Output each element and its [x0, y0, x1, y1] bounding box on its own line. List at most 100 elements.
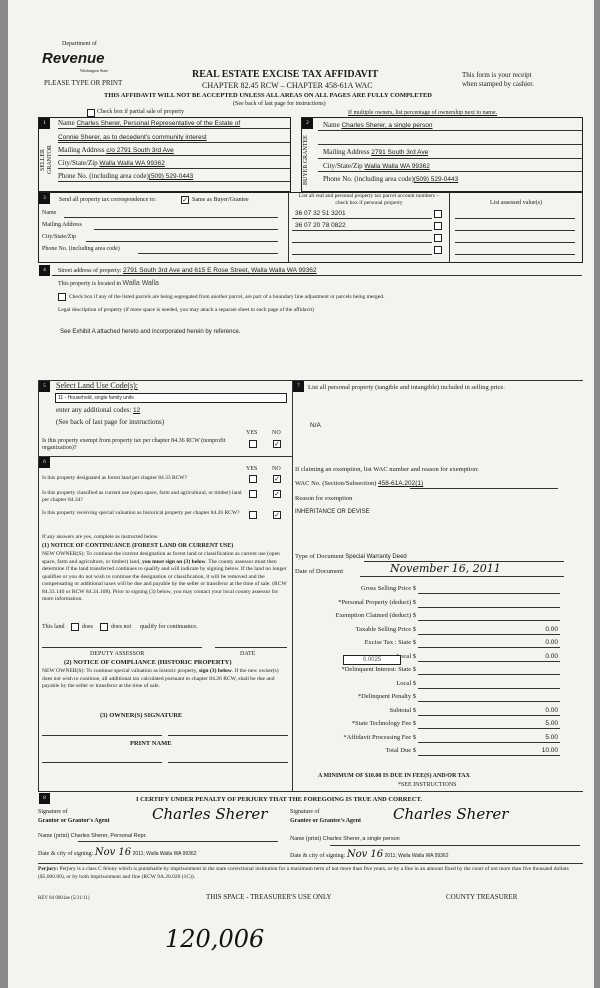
- assessed-value-field[interactable]: [455, 254, 575, 255]
- grantor-signature[interactable]: Charles Sherer: [152, 805, 268, 823]
- fee-value[interactable]: 0.00: [545, 639, 558, 646]
- seller-city[interactable]: Walla Walla WA 99362: [99, 160, 165, 167]
- current-use-no-checkbox[interactable]: ✓: [273, 490, 281, 498]
- same-as-buyer-checkbox[interactable]: ✓: [181, 196, 189, 204]
- deputy-assessor-label: DEPUTY ASSESSOR: [90, 651, 145, 657]
- buyer-name-field[interactable]: Charles Sherer, a single person: [341, 122, 433, 129]
- fee-value[interactable]: 0.00: [545, 706, 558, 714]
- buyer-city[interactable]: Walla Walla WA 99362: [364, 163, 430, 170]
- grantee-sign-city[interactable]: 2011; Walla Walla WA 99362: [384, 853, 449, 859]
- deputy-assessor-line[interactable]: [42, 647, 202, 648]
- personal-property-checkbox[interactable]: [434, 210, 442, 218]
- minimum-due-note: A MINIMUM OF $10.00 IS DUE IN FEE(S) AND…: [318, 773, 470, 779]
- assessed-value-field[interactable]: [455, 242, 575, 243]
- this-land-label: This land: [42, 624, 65, 630]
- label: Name: [323, 121, 340, 129]
- segregated-checkbox[interactable]: [58, 293, 66, 301]
- reason-field[interactable]: INHERITANCE OR DEVISE: [295, 509, 370, 515]
- grantor-print-name[interactable]: Charles Sherer, Personal Repr.: [70, 833, 147, 839]
- seller-mailing-address[interactable]: c/o 2791 South 3rd Ave: [106, 147, 174, 154]
- handwritten-number: 120,006: [165, 925, 265, 953]
- fee-label: *Affidavit Processing Fee $: [343, 733, 416, 741]
- print-name-line[interactable]: [42, 762, 162, 763]
- fee-label: Subtotal $: [389, 706, 416, 714]
- forest-yes-checkbox[interactable]: [249, 475, 257, 483]
- grantee-sign-date[interactable]: Nov 16: [346, 849, 384, 860]
- date-label: DATE: [240, 651, 256, 657]
- fee-value[interactable]: 5.00: [545, 733, 558, 741]
- personal-property-checkbox[interactable]: [434, 234, 442, 242]
- seller-name-field-2[interactable]: Connie Sherer, as to decedent's communit…: [58, 134, 207, 141]
- legal-description-field[interactable]: See Exhibit A attached hereto and incorp…: [60, 329, 241, 335]
- fee-label: *Delinquent Interest: State $: [341, 666, 416, 673]
- land-use-code-select[interactable]: 11 - Household, single family units: [55, 393, 287, 403]
- correspondence-city-field[interactable]: [86, 241, 278, 242]
- parcel-number[interactable]: 36 07 20 78 0822: [295, 222, 346, 229]
- date-line[interactable]: [215, 647, 287, 648]
- current-use-yes-checkbox[interactable]: [249, 490, 257, 498]
- parcel-number[interactable]: 36 07 32 51 3201: [295, 210, 346, 217]
- seller-name-field[interactable]: Charles Sherer, Personal Representative …: [76, 120, 241, 127]
- fee-value[interactable]: 0.00: [545, 652, 558, 660]
- fee-value[interactable]: 10.00: [541, 747, 558, 754]
- label: Name (print): [38, 833, 70, 839]
- grantor-sign-city[interactable]: 2011; Walla Walla WA 99362: [132, 851, 197, 857]
- does-checkbox[interactable]: [71, 623, 79, 631]
- assessed-value-field[interactable]: [455, 218, 575, 219]
- assessed-value-field[interactable]: [455, 230, 575, 231]
- print-name-line[interactable]: [168, 762, 288, 763]
- label: City/State/Zip: [323, 162, 363, 170]
- fee-value[interactable]: 0.00: [545, 625, 558, 633]
- label: Phone No. (including area code): [323, 175, 414, 183]
- fee-value[interactable]: 5.00: [545, 720, 558, 727]
- owner-signature-line[interactable]: [42, 735, 162, 736]
- legal-description-label: Legal description of property (if more s…: [58, 307, 314, 313]
- see-back: (See back of last page for instructions): [233, 101, 326, 107]
- see-back-note: (See back of last page for instructions): [56, 418, 165, 426]
- section-number: 3: [39, 193, 50, 204]
- fee-label: Exemption Claimed (deduct) $: [335, 612, 416, 619]
- label: Street address of property:: [58, 268, 122, 274]
- grantee-print-name[interactable]: Charles Sherer, a single person: [322, 836, 400, 842]
- segregated-label: Check box if any of the listed parcels a…: [69, 294, 385, 300]
- buyer-mailing-address[interactable]: 2791 South 3rd Ave: [371, 149, 429, 156]
- buyer-phone[interactable]: (509) 529-0443: [413, 176, 459, 183]
- owner-signature-line[interactable]: [168, 735, 288, 736]
- personal-property-field[interactable]: N/A: [310, 422, 321, 429]
- exempt-no-checkbox[interactable]: ✓: [273, 440, 281, 448]
- document-date-field[interactable]: November 16, 2011: [390, 562, 501, 575]
- section-number: 6: [39, 457, 50, 468]
- correspondence-mail-field[interactable]: [94, 229, 278, 230]
- seller-phone[interactable]: (509) 529-0443: [148, 173, 194, 180]
- forest-land-question: Is this property designated as forest la…: [42, 475, 187, 481]
- local-rate-field[interactable]: 0.0025: [343, 655, 401, 665]
- forest-no-checkbox[interactable]: ✓: [273, 475, 281, 483]
- correspondence-name-field[interactable]: [64, 217, 278, 218]
- partial-sale-checkbox[interactable]: [87, 109, 95, 117]
- does-not-checkbox[interactable]: [100, 623, 108, 631]
- personal-property-checkbox[interactable]: [434, 246, 442, 254]
- form-title: REAL ESTATE EXCISE TAX AFFIDAVIT: [192, 69, 379, 80]
- label: City/State/Zip: [58, 159, 98, 167]
- label: Name (print): [290, 836, 322, 842]
- type-or-print: PLEASE TYPE OR PRINT: [44, 79, 123, 87]
- street-address-field[interactable]: 2791 South 3rd Ave and 615 E Rose Street…: [122, 267, 317, 274]
- historical-yes-checkbox[interactable]: [249, 511, 257, 519]
- located-in-field[interactable]: Walla Walla: [122, 280, 159, 287]
- correspondence-phone-field[interactable]: [138, 253, 278, 254]
- wac-number-field[interactable]: 458-61A.202(1): [378, 480, 424, 487]
- historical-no-checkbox[interactable]: ✓: [273, 511, 281, 519]
- grantor-sign-date[interactable]: Nov 16: [94, 847, 132, 858]
- grantee-signature[interactable]: Charles Sherer: [393, 805, 509, 823]
- fee-label: Gross Selling Price $: [360, 585, 416, 592]
- buyer-section: [301, 117, 583, 192]
- exempt-yes-checkbox[interactable]: [249, 440, 257, 448]
- label: Phone No. (including area code): [42, 246, 120, 252]
- additional-codes-field[interactable]: 12: [132, 407, 141, 414]
- current-use-question: Is this property classified as current u…: [42, 490, 242, 503]
- personal-property-checkbox[interactable]: [434, 222, 442, 230]
- fee-label: Excise Tax : State $: [364, 639, 416, 646]
- signature-of-label: Signature of: [38, 809, 68, 815]
- document-type-field[interactable]: Special Warranty Deed: [345, 554, 407, 560]
- section-number: 8: [39, 793, 50, 804]
